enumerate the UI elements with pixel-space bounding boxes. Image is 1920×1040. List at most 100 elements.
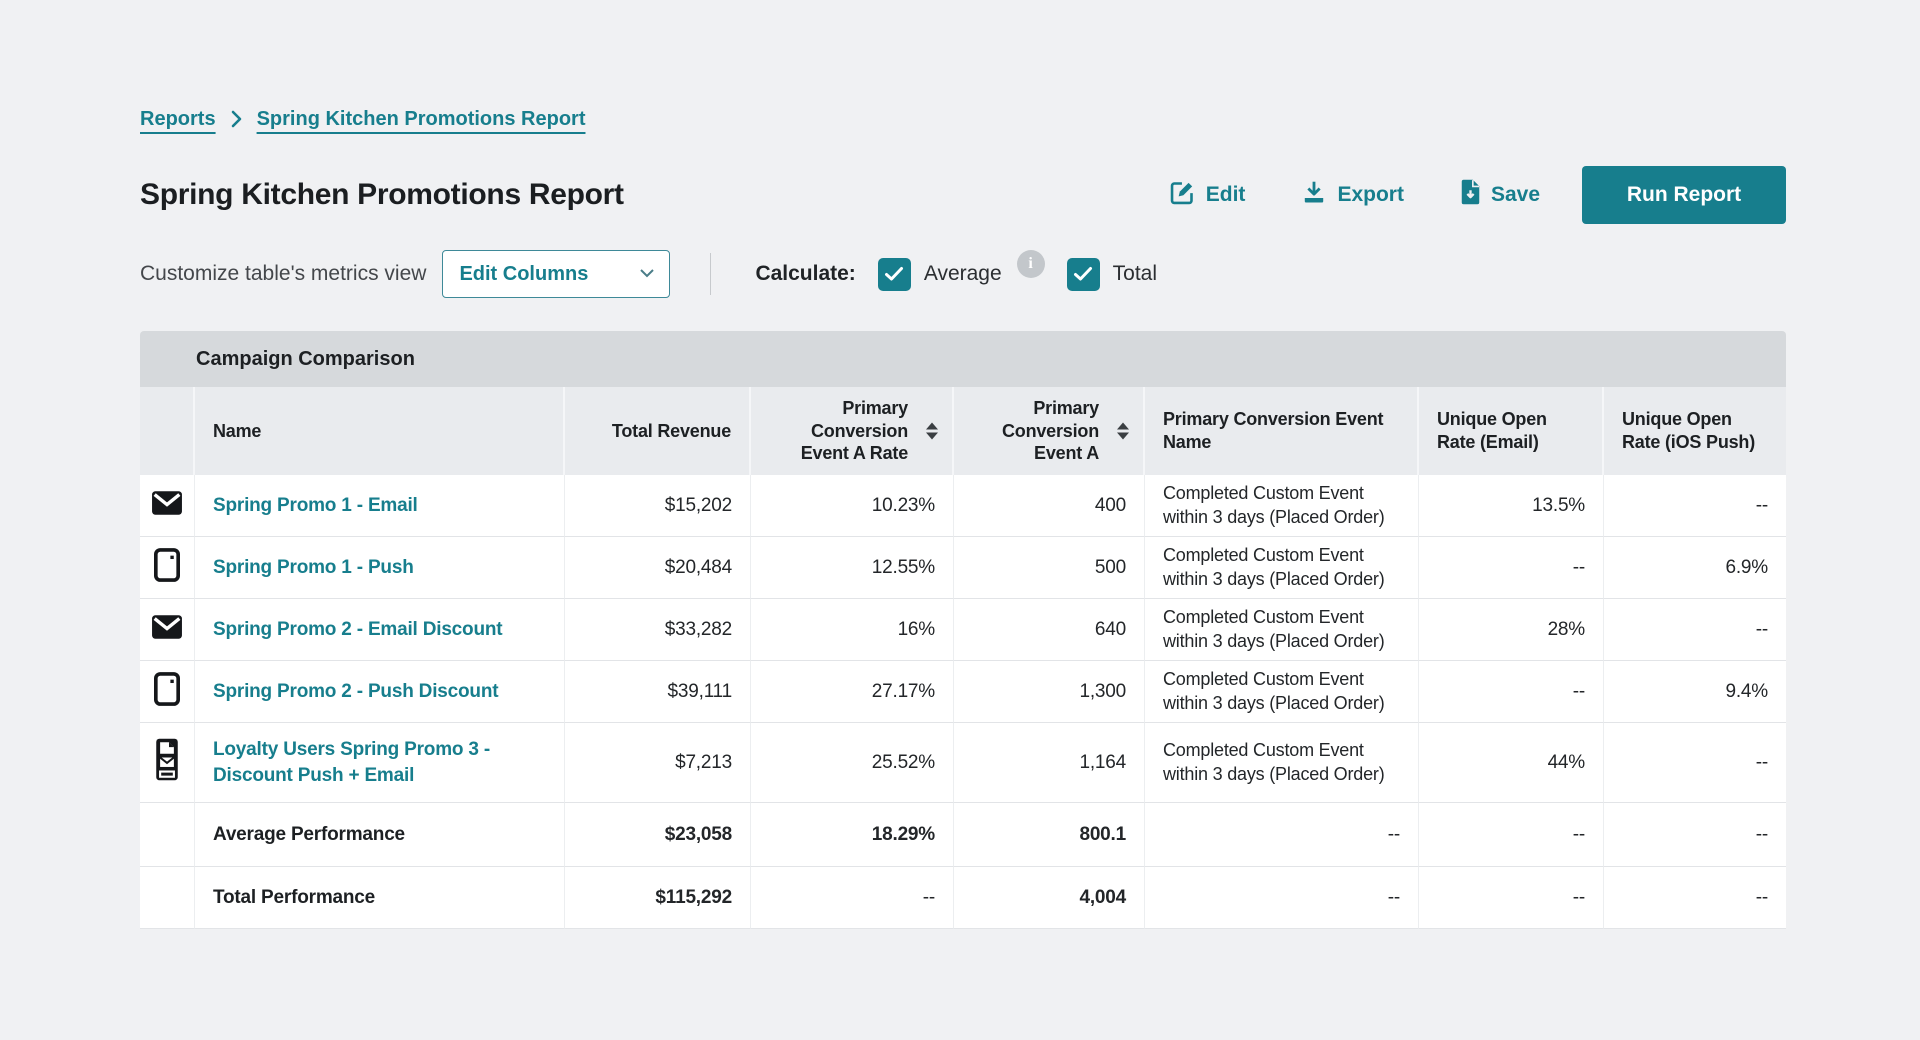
- event-name-cell: --: [1145, 803, 1419, 867]
- table-row-name-cell: Spring Promo 2 - Email Discount: [195, 599, 565, 661]
- export-button-label: Export: [1337, 183, 1404, 206]
- event-name-cell: Completed Custom Event within 3 days (Pl…: [1145, 537, 1419, 599]
- open-rate-push-cell: --: [1604, 475, 1786, 537]
- total-revenue-cell: $115,292: [565, 867, 751, 929]
- column-header-primary-conversion-event-name[interactable]: Primary Conversion Event Name: [1145, 387, 1419, 475]
- info-icon[interactable]: i: [1016, 250, 1045, 278]
- table-row-name-cell: Spring Promo 1 - Email: [195, 475, 565, 537]
- campaign-name-link[interactable]: Spring Promo 1 - Email: [213, 494, 418, 516]
- edit-button[interactable]: Edit: [1169, 179, 1246, 212]
- open-rate-push-cell: --: [1604, 867, 1786, 929]
- conversion-count-cell: 1,164: [954, 723, 1145, 803]
- total-checkbox-label: Total: [1112, 262, 1158, 285]
- row-channel-cell: [140, 661, 195, 723]
- summary-row-label: Average Performance: [213, 823, 405, 845]
- edit-pencil-icon: [1169, 179, 1196, 212]
- conversion-rate-cell: 27.17%: [751, 661, 954, 723]
- column-header-primary-conversion-event-a[interactable]: Primary Conversion Event A: [954, 387, 1145, 475]
- column-header-name[interactable]: Name: [195, 387, 565, 475]
- open-rate-push-cell: 9.4%: [1604, 661, 1786, 723]
- total-checkbox[interactable]: [1066, 257, 1100, 291]
- event-name-cell: Completed Custom Event within 3 days (Pl…: [1145, 661, 1419, 723]
- row-channel-cell: [140, 803, 195, 867]
- open-rate-email-cell: --: [1419, 867, 1604, 929]
- save-button-label: Save: [1490, 183, 1540, 206]
- row-channel-cell: [140, 599, 195, 661]
- conversion-rate-cell: 12.55%: [751, 537, 954, 599]
- event-name-cell: Completed Custom Event within 3 days (Pl…: [1145, 599, 1419, 661]
- conversion-rate-cell: 25.52%: [751, 723, 954, 803]
- event-name-cell: Completed Custom Event within 3 days (Pl…: [1145, 475, 1419, 537]
- edit-columns-dropdown[interactable]: Edit Columns: [442, 250, 671, 298]
- total-revenue-cell: $39,111: [565, 661, 751, 723]
- customize-metrics-label: Customize table's metrics view: [140, 262, 427, 285]
- download-icon: [1301, 179, 1327, 211]
- open-rate-email-cell: 44%: [1419, 723, 1604, 803]
- row-channel-cell: [140, 537, 195, 599]
- open-rate-push-cell: --: [1604, 803, 1786, 867]
- metrics-controls: Customize table's metrics view Edit Colu…: [140, 250, 1786, 298]
- push-email-icon: [155, 738, 179, 787]
- table-row-name-cell: Spring Promo 1 - Push: [195, 537, 565, 599]
- total-revenue-cell: $23,058: [565, 803, 751, 867]
- push-icon: [153, 547, 181, 588]
- sort-icon[interactable]: [926, 422, 938, 440]
- campaign-name-link[interactable]: Loyalty Users Spring Promo 3 - Discount …: [213, 739, 490, 786]
- table-row-name-cell: Spring Promo 2 - Push Discount: [195, 661, 565, 723]
- average-checkbox[interactable]: [877, 257, 911, 291]
- table-grid: Name Total Revenue Primary Conversion Ev…: [140, 387, 1786, 929]
- breadcrumb-current-link[interactable]: Spring Kitchen Promotions Report: [256, 107, 586, 130]
- event-name-cell: Completed Custom Event within 3 days (Pl…: [1145, 723, 1419, 803]
- total-revenue-cell: $7,213: [565, 723, 751, 803]
- event-name-cell: --: [1145, 867, 1419, 929]
- conversion-count-cell: 640: [954, 599, 1145, 661]
- average-checkbox-label: Average: [923, 262, 1002, 285]
- breadcrumb: Reports Spring Kitchen Promotions Report: [140, 104, 1786, 134]
- open-rate-email-cell: 13.5%: [1419, 475, 1604, 537]
- calculate-label: Calculate:: [755, 262, 856, 285]
- export-button[interactable]: Export: [1301, 179, 1404, 211]
- email-icon: [151, 614, 183, 646]
- campaign-name-link[interactable]: Spring Promo 2 - Email Discount: [213, 618, 503, 640]
- run-report-button[interactable]: Run Report: [1582, 166, 1786, 224]
- table-row-name-cell: Loyalty Users Spring Promo 3 - Discount …: [195, 723, 565, 803]
- edit-columns-label: Edit Columns: [459, 262, 589, 285]
- open-rate-email-cell: --: [1419, 661, 1604, 723]
- conversion-count-cell: 800.1: [954, 803, 1145, 867]
- conversion-count-cell: 1,300: [954, 661, 1145, 723]
- summary-row-name-cell: Total Performance: [195, 867, 565, 929]
- row-channel-cell: [140, 723, 195, 803]
- open-rate-push-cell: 6.9%: [1604, 537, 1786, 599]
- breadcrumb-reports-link[interactable]: Reports: [140, 107, 216, 130]
- column-header-unique-open-rate-email[interactable]: Unique Open Rate (Email): [1419, 387, 1604, 475]
- campaign-name-link[interactable]: Spring Promo 2 - Push Discount: [213, 680, 499, 702]
- conversion-rate-cell: --: [751, 867, 954, 929]
- header-actions: Edit Export Save Run Report: [1113, 166, 1786, 224]
- conversion-rate-cell: 18.29%: [751, 803, 954, 867]
- page-header: Spring Kitchen Promotions Report Edit Ex…: [140, 164, 1786, 226]
- sort-icon[interactable]: [1117, 422, 1129, 440]
- email-icon: [151, 490, 183, 522]
- column-header-primary-conversion-event-a-rate[interactable]: Primary Conversion Event A Rate: [751, 387, 954, 475]
- summary-row-name-cell: Average Performance: [195, 803, 565, 867]
- chevron-down-icon: [639, 265, 655, 283]
- save-button[interactable]: Save: [1460, 179, 1540, 211]
- row-channel-cell: [140, 867, 195, 929]
- save-file-icon: [1460, 179, 1481, 211]
- campaign-comparison-table: Campaign Comparison Name Total Revenue P…: [140, 331, 1786, 929]
- conversion-count-cell: 4,004: [954, 867, 1145, 929]
- open-rate-email-cell: 28%: [1419, 599, 1604, 661]
- open-rate-email-cell: --: [1419, 537, 1604, 599]
- conversion-count-cell: 500: [954, 537, 1145, 599]
- chevron-right-icon: [230, 109, 243, 129]
- column-header-total-revenue[interactable]: Total Revenue: [565, 387, 751, 475]
- controls-divider: [710, 253, 712, 295]
- open-rate-email-cell: --: [1419, 803, 1604, 867]
- edit-button-label: Edit: [1205, 183, 1246, 206]
- summary-row-label: Total Performance: [213, 886, 376, 908]
- page-title: Spring Kitchen Promotions Report: [140, 178, 624, 211]
- column-header-unique-open-rate-ios-push[interactable]: Unique Open Rate (iOS Push): [1604, 387, 1786, 475]
- report-page: Reports Spring Kitchen Promotions Report…: [140, 104, 1786, 929]
- column-header-icon: [140, 387, 195, 475]
- campaign-name-link[interactable]: Spring Promo 1 - Push: [213, 556, 414, 578]
